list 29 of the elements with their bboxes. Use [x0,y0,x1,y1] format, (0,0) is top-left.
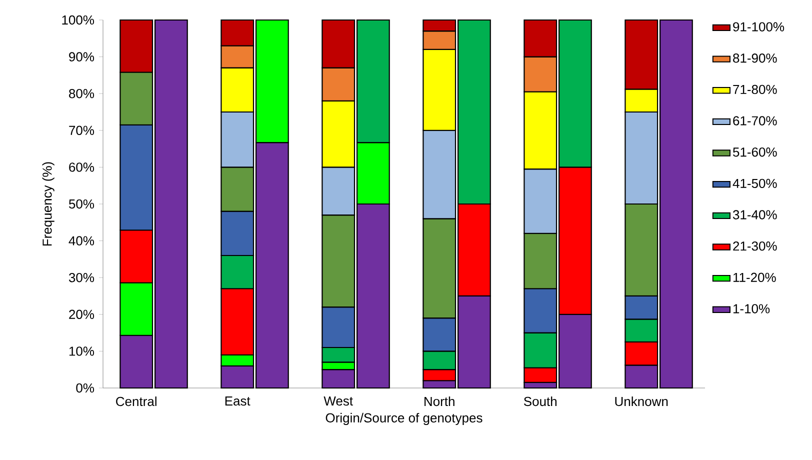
y-tick-label: 60% [69,162,94,172]
y-tick-label: 20% [69,310,94,319]
y-tick-label: 80% [69,88,94,98]
x-tick-label: East [225,396,250,406]
legend-label: 91-100% [733,22,784,32]
y-tick-label: 30% [68,272,94,282]
legend-label: 41-50% [732,178,777,188]
x-axis-title: Origin/Source of genotypes [326,412,482,426]
legend-label: 11-20% [733,272,776,282]
x-tick-label: Unknown [615,396,668,406]
y-tick-label: 50% [68,199,94,209]
legend-label: 71-80% [733,84,777,94]
x-tick-label: Central [116,396,156,406]
y-axis-title: Frequency (%) [42,162,54,246]
legend-label: 1-10% [733,304,770,314]
y-tick-label: 90% [69,52,94,62]
legend-label: 61-70% [733,116,777,126]
y-tick-label: 70% [69,126,94,135]
legend-label: 21-30% [733,241,777,251]
x-tick-label: South [524,396,556,406]
legend-label: 31-40% [732,210,777,220]
y-tick-label: 10% [69,346,94,356]
legend-label: 81-90% [733,54,777,63]
y-tick-label: 100% [62,15,94,25]
x-tick-label: West [324,396,353,406]
y-tick-label: 0% [76,383,94,393]
legend-label: 51-60% [733,148,777,157]
y-tick-label: 40% [68,236,94,246]
x-tick-label: North [424,396,454,406]
